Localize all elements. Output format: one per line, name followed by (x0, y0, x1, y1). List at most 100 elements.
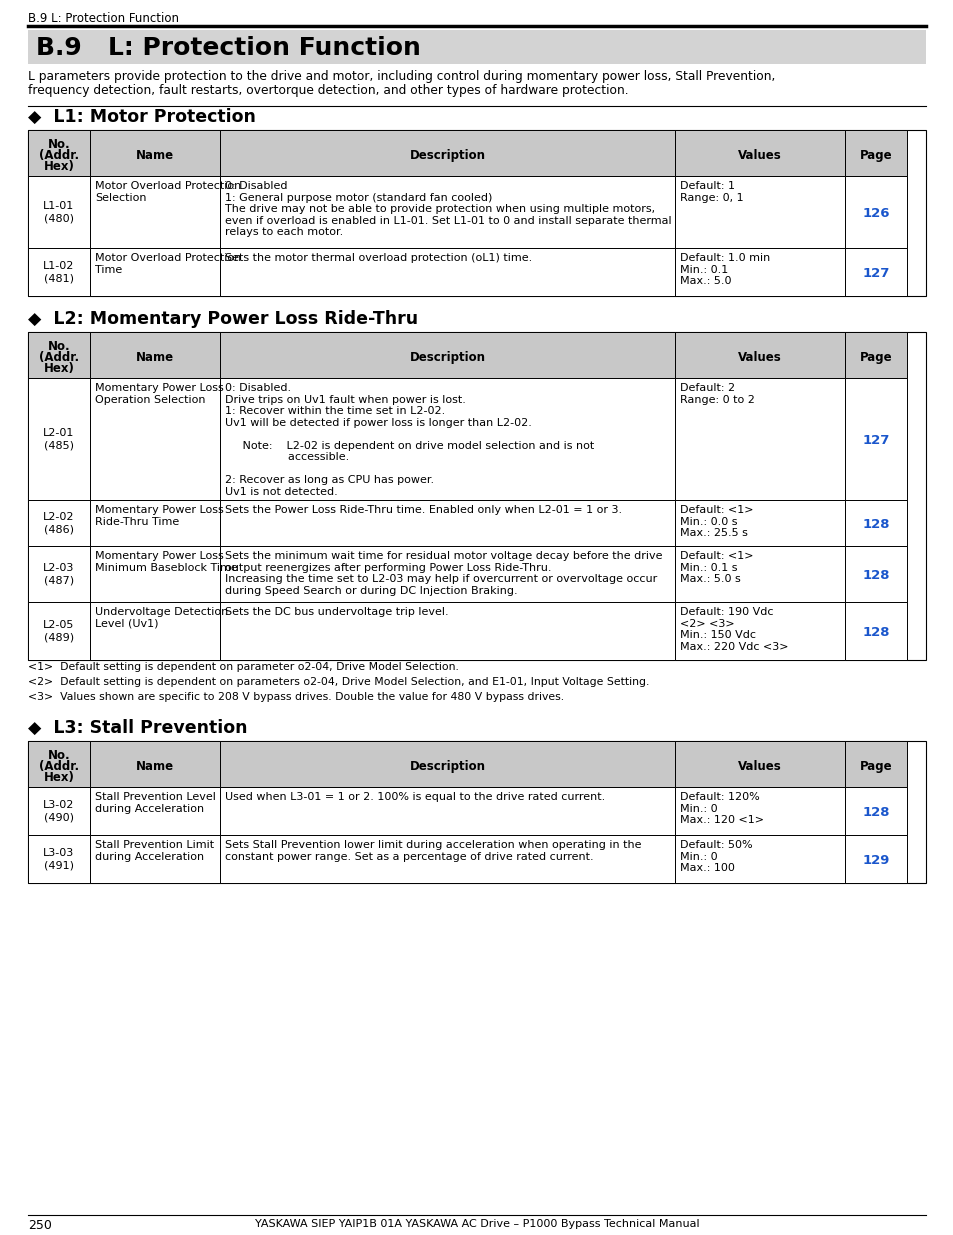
Text: 250: 250 (28, 1219, 51, 1233)
Bar (844, 741, 906, 787)
Text: Range: 0, 1: Range: 0, 1 (679, 193, 742, 203)
Text: Ride-Thru Time: Ride-Thru Time (95, 516, 179, 526)
Text: ◆  L1: Motor Protection: ◆ L1: Motor Protection (28, 107, 255, 126)
Bar (844, 500, 906, 546)
Text: Description: Description (409, 148, 485, 162)
Text: (490): (490) (44, 811, 74, 823)
Text: Name: Name (135, 760, 173, 773)
Bar (844, 378, 906, 500)
Bar (90, 500, 220, 546)
Bar (28, 835, 90, 883)
Text: 0: Disabled: 0: Disabled (225, 182, 287, 191)
Text: Name: Name (135, 148, 173, 162)
Bar (28, 741, 925, 883)
Bar (28, 787, 90, 835)
Bar (90, 741, 220, 787)
Text: Selection: Selection (95, 193, 147, 203)
Text: 126: 126 (862, 207, 889, 220)
Text: Sets the Power Loss Ride-Thru time. Enabled only when L2-01 = 1 or 3.: Sets the Power Loss Ride-Thru time. Enab… (225, 505, 621, 515)
Text: Max.: 220 Vdc <3>: Max.: 220 Vdc <3> (679, 641, 788, 652)
Text: Max.: 5.0: Max.: 5.0 (679, 275, 731, 287)
Text: Default: 50%: Default: 50% (679, 840, 752, 850)
Bar (220, 248, 675, 296)
Text: L3-03: L3-03 (43, 848, 74, 858)
Bar (675, 741, 844, 787)
Text: Default: 2: Default: 2 (679, 383, 735, 393)
Text: frequency detection, fault restarts, overtorque detection, and other types of ha: frequency detection, fault restarts, ove… (28, 84, 628, 98)
Text: Default: 190 Vdc: Default: 190 Vdc (679, 606, 773, 618)
Text: constant power range. Set as a percentage of drive rated current.: constant power range. Set as a percentag… (225, 851, 593, 862)
Text: Default: 1.0 min: Default: 1.0 min (679, 253, 769, 263)
Text: Page: Page (859, 148, 891, 162)
Text: Min.: 0: Min.: 0 (679, 804, 717, 814)
Bar (90, 177, 220, 248)
Text: Min.: 0: Min.: 0 (679, 851, 717, 862)
Text: (486): (486) (44, 524, 74, 534)
Text: 128: 128 (862, 806, 889, 819)
Bar (675, 835, 844, 883)
Bar (28, 500, 90, 546)
Bar (844, 546, 906, 601)
Text: Used when L3-01 = 1 or 2. 100% is equal to the drive rated current.: Used when L3-01 = 1 or 2. 100% is equal … (225, 792, 604, 802)
Bar (844, 332, 906, 378)
Text: Operation Selection: Operation Selection (95, 394, 205, 405)
Bar (220, 835, 675, 883)
Text: 128: 128 (862, 569, 889, 582)
Bar (28, 332, 925, 659)
Text: (480): (480) (44, 212, 74, 224)
Text: ◆  L2: Momentary Power Loss Ride-Thru: ◆ L2: Momentary Power Loss Ride-Thru (28, 310, 417, 329)
Text: during Acceleration: during Acceleration (95, 851, 204, 862)
Text: No.: No. (48, 748, 71, 762)
Bar (90, 601, 220, 659)
Text: Min.: 0.1: Min.: 0.1 (679, 264, 727, 274)
Bar (90, 378, 220, 500)
Bar (220, 741, 675, 787)
Text: Sets the DC bus undervoltage trip level.: Sets the DC bus undervoltage trip level. (225, 606, 448, 618)
Bar (28, 130, 90, 177)
Bar (844, 835, 906, 883)
Text: Increasing the time set to L2-03 may help if overcurrent or overvoltage occur: Increasing the time set to L2-03 may hel… (225, 574, 657, 584)
Bar (90, 787, 220, 835)
Bar (28, 130, 925, 296)
Text: output reenergizes after performing Power Loss Ride-Thru.: output reenergizes after performing Powe… (225, 562, 551, 573)
Bar (675, 787, 844, 835)
Text: Min.: 0.0 s: Min.: 0.0 s (679, 516, 737, 526)
Text: L2-03: L2-03 (43, 563, 74, 573)
Bar (90, 835, 220, 883)
Text: Default: <1>: Default: <1> (679, 551, 753, 561)
Text: (485): (485) (44, 440, 74, 450)
Bar (675, 601, 844, 659)
Bar (220, 378, 675, 500)
Text: 127: 127 (862, 433, 889, 447)
Text: Default: 120%: Default: 120% (679, 792, 759, 802)
Text: L3-02: L3-02 (43, 800, 74, 810)
Text: The drive may not be able to provide protection when using multiple motors,: The drive may not be able to provide pro… (225, 204, 655, 214)
Bar (675, 130, 844, 177)
Bar (844, 787, 906, 835)
Text: L2-05: L2-05 (43, 620, 74, 630)
Text: 127: 127 (862, 267, 889, 280)
Text: Hex): Hex) (44, 159, 74, 173)
Text: (Addr.: (Addr. (39, 351, 79, 363)
Text: Values: Values (738, 760, 781, 773)
Text: Motor Overload Protection: Motor Overload Protection (95, 253, 241, 263)
Text: ◆  L3: Stall Prevention: ◆ L3: Stall Prevention (28, 719, 247, 737)
Text: Time: Time (95, 264, 122, 274)
Text: <2>  Default setting is dependent on parameters o2-04, Drive Model Selection, an: <2> Default setting is dependent on para… (28, 677, 649, 687)
Text: relays to each motor.: relays to each motor. (225, 227, 343, 237)
Text: 1: General purpose motor (standard fan cooled): 1: General purpose motor (standard fan c… (225, 193, 492, 203)
Text: L parameters provide protection to the drive and motor, including control during: L parameters provide protection to the d… (28, 70, 775, 83)
Text: Sets the minimum wait time for residual motor voltage decay before the drive: Sets the minimum wait time for residual … (225, 551, 661, 561)
Text: B.9 L: Protection Function: B.9 L: Protection Function (28, 12, 179, 25)
Bar (28, 30, 925, 64)
Bar (28, 378, 90, 500)
Text: (487): (487) (44, 576, 74, 585)
Text: Uv1 will be detected if power loss is longer than L2-02.: Uv1 will be detected if power loss is lo… (225, 417, 532, 427)
Text: Sets the motor thermal overload protection (oL1) time.: Sets the motor thermal overload protecti… (225, 253, 532, 263)
Text: Description: Description (409, 760, 485, 773)
Bar (220, 546, 675, 601)
Bar (28, 177, 90, 248)
Text: Range: 0 to 2: Range: 0 to 2 (679, 394, 754, 405)
Text: Values: Values (738, 148, 781, 162)
Text: Note:    L2-02 is dependent on drive model selection and is not: Note: L2-02 is dependent on drive model … (225, 441, 594, 451)
